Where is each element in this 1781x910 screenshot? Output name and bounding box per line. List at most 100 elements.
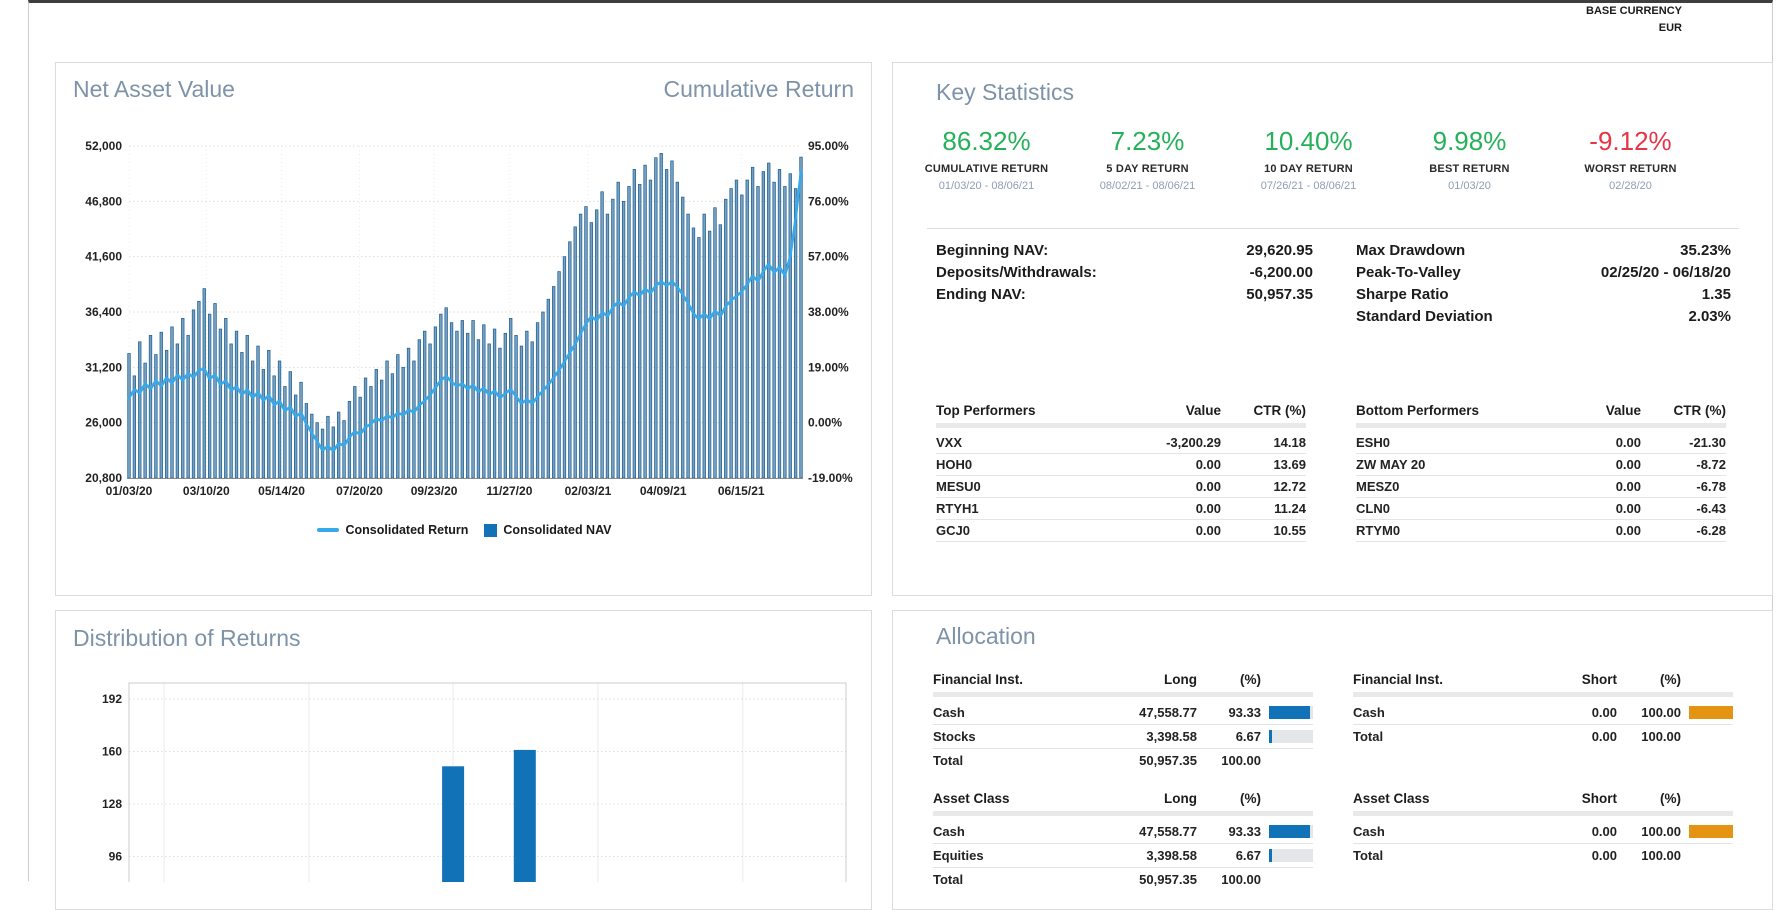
stat-dates: 01/03/20 <box>1448 180 1491 192</box>
allocation-bar <box>1269 825 1311 838</box>
nav-panel-title-right: Cumulative Return <box>663 76 854 102</box>
header-band <box>933 811 1313 816</box>
nav-bar <box>519 345 524 479</box>
table-row: Stocks 3,398.58 6.67 <box>933 725 1313 749</box>
category: Cash <box>1353 824 1385 839</box>
table-row: Cash 0.00 100.00 <box>1353 820 1733 844</box>
column-header: Financial Inst. <box>933 671 1024 687</box>
nav-bar <box>707 230 712 479</box>
nav-bar <box>681 196 685 479</box>
nav-bar <box>767 162 771 479</box>
stat-value: -9.12% <box>1589 126 1672 156</box>
nav-bar <box>670 160 674 479</box>
kv-label: Max Drawdown <box>1356 241 1466 259</box>
distribution-of-returns-chart[interactable]: 192 160 128 96 <box>56 611 873 882</box>
nav-bar <box>713 207 717 479</box>
kv-row-beginning-nav: Beginning NAV: 29,620.95 <box>936 239 1313 261</box>
x-tick-label: 04/09/21 <box>640 484 687 498</box>
percent: 100.00 <box>1641 705 1681 720</box>
nav-bar <box>783 186 787 479</box>
legend-item-consolidated-return[interactable]: Consolidated Return <box>317 523 468 537</box>
instrument: ESH0 <box>1356 435 1390 450</box>
column-header: Top Performers <box>936 402 1036 418</box>
cumulative-return-line <box>127 170 803 453</box>
table-row: HOH0 0.00 13.69 <box>936 454 1306 476</box>
nav-bar <box>358 396 362 479</box>
value: 0.00 <box>1195 523 1221 538</box>
value: 3,398.58 <box>1146 729 1197 744</box>
nav-bar <box>449 322 454 479</box>
nav-bar <box>428 343 432 479</box>
legend-item-consolidated-nav[interactable]: Consolidated NAV <box>484 523 612 537</box>
nav-bar <box>320 428 325 479</box>
kv-value: 29,620.95 <box>1246 241 1313 259</box>
instrument: GCJ0 <box>936 523 970 538</box>
nav-bar <box>342 420 346 479</box>
y-left-tick-label: 52,000 <box>85 139 122 153</box>
nav-bar <box>557 271 561 479</box>
y-left-tick-label: 41,600 <box>85 250 122 264</box>
nav-bar <box>530 341 534 479</box>
table-header: Financial Inst. Long (%) <box>933 670 1313 688</box>
nav-bar <box>186 335 190 479</box>
table-row: Cash 47,558.77 93.33 <box>933 701 1313 725</box>
value: 0.00 <box>1591 705 1617 720</box>
value: 0.00 <box>1615 523 1641 538</box>
histogram-bar <box>513 749 536 882</box>
kv-value: 02/25/20 - 06/18/20 <box>1600 263 1731 281</box>
stat-best-return: 9.98% BEST RETURN 01/03/20 <box>1389 127 1550 192</box>
column-header: Value <box>1605 402 1641 418</box>
instrument: ZW MAY 20 <box>1356 457 1426 472</box>
nav-bar <box>750 166 755 479</box>
table-total-row: Total 0.00 100.00 <box>1353 725 1733 748</box>
nav-bar <box>412 360 416 479</box>
category: Cash <box>933 824 965 839</box>
category: Equities <box>933 848 984 863</box>
allocation-bar-track <box>1689 706 1733 719</box>
header-band <box>936 423 1306 428</box>
nav-bar <box>272 375 276 479</box>
y-left-tick-label: 26,000 <box>85 416 122 430</box>
column-header: Short <box>1581 790 1617 806</box>
nav-bar <box>471 320 475 479</box>
table-row: RTYH1 0.00 11.24 <box>936 498 1306 520</box>
nav-bar <box>417 339 421 479</box>
column-header: (%) <box>1240 671 1261 687</box>
nav-bar <box>476 339 481 479</box>
nav-bar <box>159 331 163 479</box>
x-tick-label: 06/15/21 <box>718 484 765 498</box>
top-performers-table: Top Performers Value CTR (%) VXX -3,200.2… <box>936 401 1306 542</box>
instrument: MESZ0 <box>1356 479 1400 494</box>
value: 0.00 <box>1195 501 1221 516</box>
nav-cumulative-return-chart[interactable]: 52,000 95.00% 46,800 76.00% 41,600 57.00% 36,4… <box>56 63 873 597</box>
nav-bar <box>299 381 303 479</box>
allocation-bar-track <box>1269 706 1313 719</box>
nav-bar <box>514 335 518 479</box>
nav-bar <box>315 422 319 479</box>
table-row: CLN0 0.00 -6.43 <box>1356 498 1726 520</box>
nav-bar <box>648 179 653 479</box>
y-right-tick-label: 19.00% <box>808 360 849 374</box>
kv-value: 35.23% <box>1680 241 1731 259</box>
table-header: Bottom Performers Value CTR (%) <box>1356 401 1726 419</box>
total-percent: 100.00 <box>1641 848 1681 863</box>
histogram-bar <box>442 766 465 882</box>
kv-row-sharpe-ratio: Sharpe Ratio 1.35 <box>1356 283 1731 305</box>
value: 0.00 <box>1615 501 1641 516</box>
column-header: Short <box>1581 671 1617 687</box>
percent: 6.67 <box>1235 729 1261 744</box>
kv-row-standard-deviation: Standard Deviation 2.03% <box>1356 305 1731 327</box>
y-tick-label: 192 <box>102 692 122 706</box>
nav-bar <box>611 198 615 479</box>
nav-bar <box>439 313 443 479</box>
y-right-tick-label: 57.00% <box>808 250 849 264</box>
instrument: HOH0 <box>936 457 973 472</box>
y-left-tick-label: 20,800 <box>85 471 122 485</box>
nav-bar <box>143 362 147 479</box>
nav-bar <box>277 360 282 479</box>
stat-10-day-return: 10.40% 10 DAY RETURN 07/26/21 - 08/06/21 <box>1228 127 1389 192</box>
category: Cash <box>933 705 965 720</box>
nav-bar <box>605 213 610 479</box>
table-row: MESU0 0.00 12.72 <box>936 476 1306 498</box>
kv-label: Beginning NAV: <box>936 241 1049 259</box>
